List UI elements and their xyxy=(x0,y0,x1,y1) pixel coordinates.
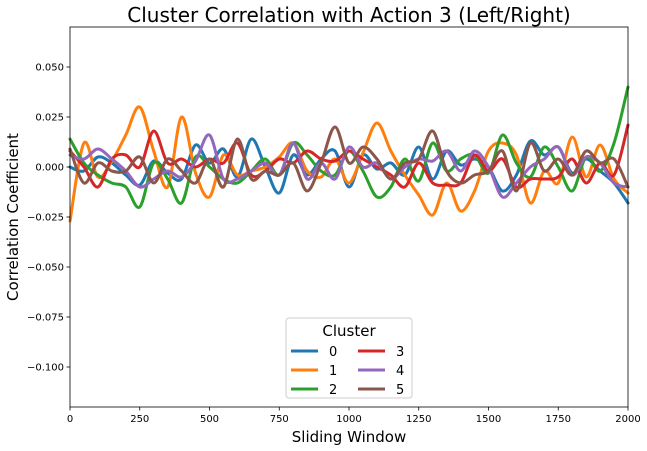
y-tick-label: −0.025 xyxy=(27,213,64,224)
legend-label-4: 4 xyxy=(396,364,404,379)
legend-items: 0 1 2 3 4 5 xyxy=(291,345,404,398)
x-axis-ticks: 0 250 500 750 1000 1250 1500 1750 2000 xyxy=(67,407,641,425)
series-line-3 xyxy=(68,123,630,190)
y-axis-ticks: −0.100 −0.075 −0.050 −0.025 0.000 0.025 0.050 xyxy=(27,63,70,374)
x-tick-label: 750 xyxy=(270,414,289,425)
x-tick-label: 1500 xyxy=(476,414,501,425)
x-tick-label: 500 xyxy=(200,414,219,425)
legend-label-3: 3 xyxy=(396,345,404,360)
x-tick-label: 0 xyxy=(67,414,73,425)
chart-title: Cluster Correlation with Action 3 (Left/… xyxy=(127,3,571,27)
x-tick-label: 1250 xyxy=(406,414,431,425)
y-tick-label: −0.100 xyxy=(27,363,64,374)
series-line-5 xyxy=(68,125,630,193)
legend-box xyxy=(285,317,413,399)
y-tick-label: 0.050 xyxy=(35,63,64,74)
x-tick-label: 2000 xyxy=(615,414,640,425)
series-lines xyxy=(68,85,630,223)
x-tick-label: 1750 xyxy=(546,414,571,425)
legend-title: Cluster xyxy=(322,322,376,340)
x-tick-label: 250 xyxy=(130,414,149,425)
x-axis-label: Sliding Window xyxy=(292,428,407,446)
y-tick-label: −0.050 xyxy=(27,263,64,274)
y-axis-label: Correlation Coefficient xyxy=(4,133,22,301)
y-tick-label: 0.000 xyxy=(35,163,64,174)
y-tick-label: −0.075 xyxy=(27,313,64,324)
legend: Cluster 0 1 2 3 4 5 xyxy=(285,317,413,399)
x-tick-label: 1000 xyxy=(336,414,361,425)
legend-label-2: 2 xyxy=(329,383,337,398)
legend-label-1: 1 xyxy=(329,364,337,379)
series-line-4 xyxy=(68,133,630,199)
legend-label-5: 5 xyxy=(396,383,404,398)
y-tick-label: 0.025 xyxy=(35,113,64,124)
series-line-1 xyxy=(68,105,630,223)
legend-label-0: 0 xyxy=(329,345,337,360)
